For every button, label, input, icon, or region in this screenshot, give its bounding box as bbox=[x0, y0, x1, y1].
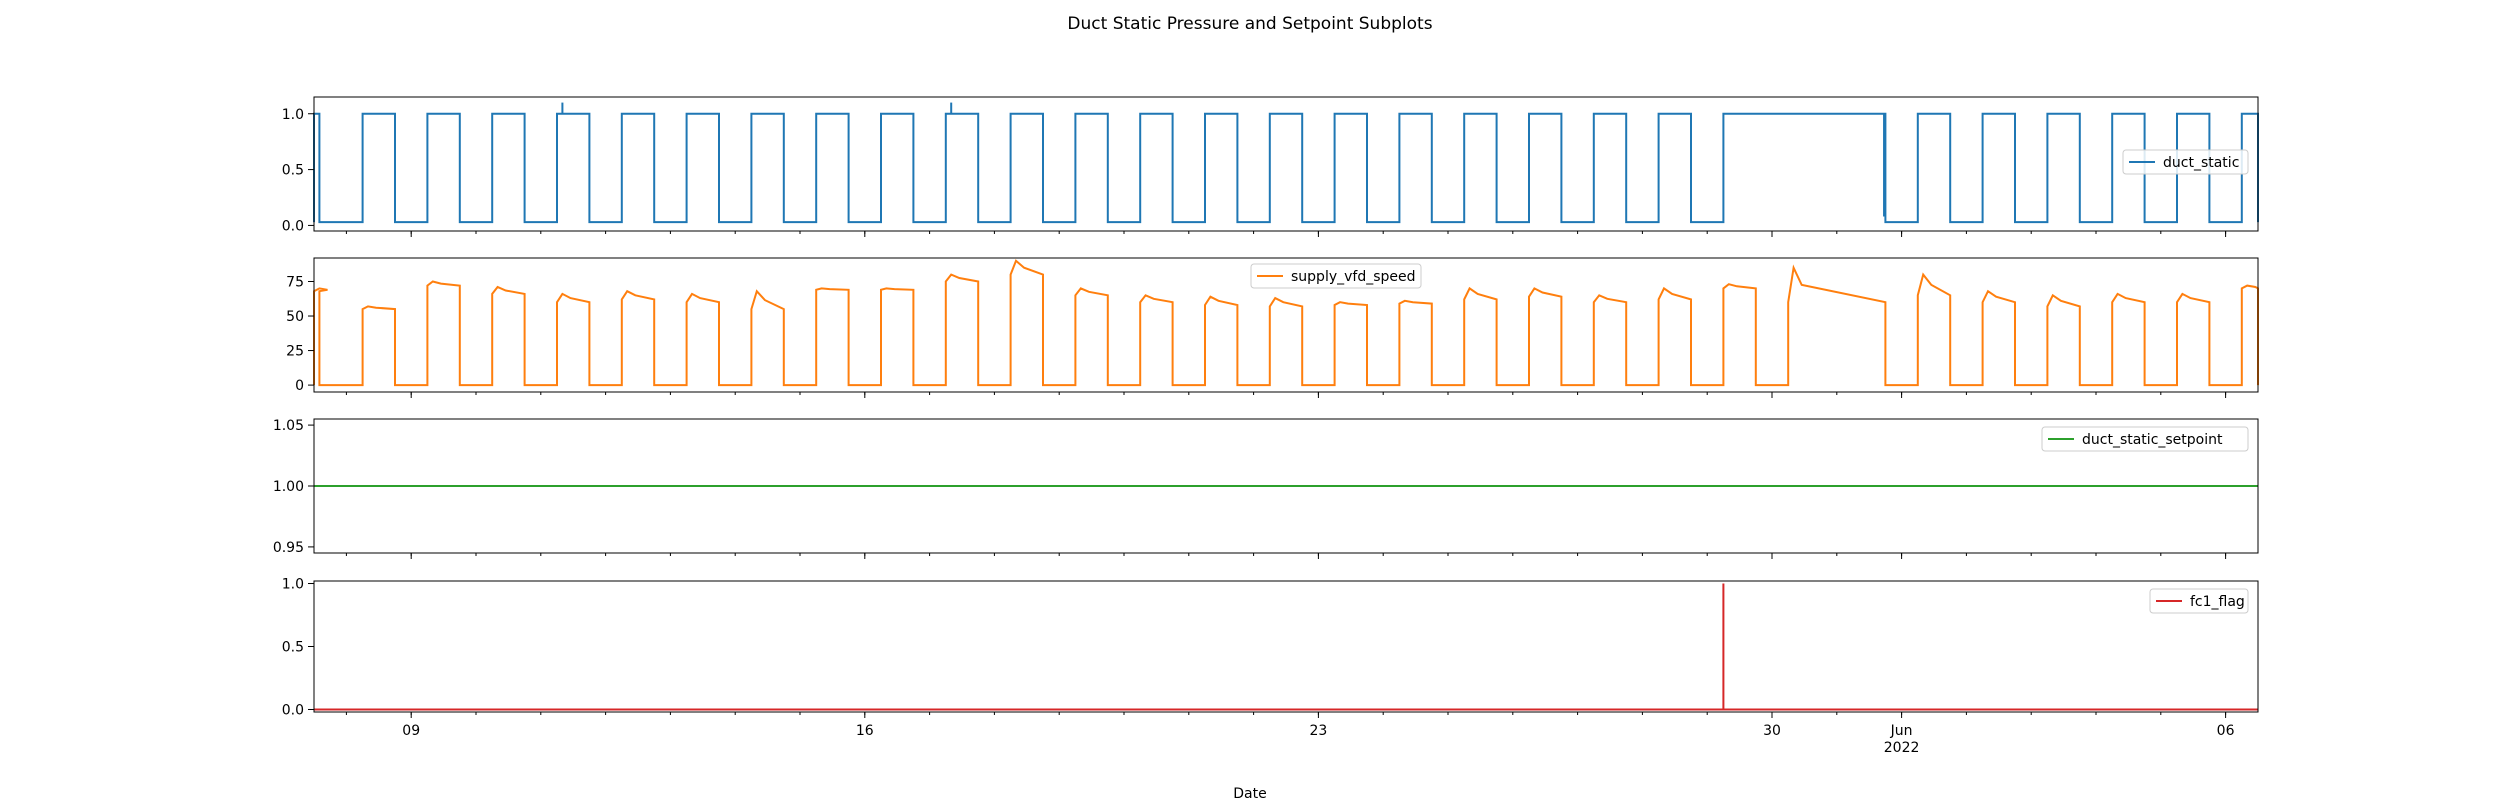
series-line-duct_static bbox=[313, 112, 2259, 224]
subplot-frame bbox=[313, 96, 2259, 232]
y-tick-label: 75 bbox=[286, 274, 304, 290]
x-tick-label: 16 bbox=[856, 723, 874, 739]
x-tick-label: 06 bbox=[2217, 723, 2235, 739]
legend-label: supply_vfd_speed bbox=[1291, 269, 1416, 285]
y-tick-label: 0.95 bbox=[273, 540, 304, 556]
y-tick-label: 0.0 bbox=[282, 218, 304, 234]
y-tick-label: 1.0 bbox=[282, 577, 304, 593]
legend-label: duct_static bbox=[2163, 155, 2239, 171]
legend-box bbox=[2122, 149, 2249, 175]
x-tick-label: 09 bbox=[402, 723, 420, 739]
subplot-1: 0.0 0.5 1.0 duct_static bbox=[282, 96, 2259, 237]
x-tick-sublabel: 2022 bbox=[1884, 740, 1920, 756]
y-tick-label: 1.05 bbox=[273, 418, 304, 434]
subplot-3: 0.95 1.00 1.05 duct_static_setpoint bbox=[273, 418, 2259, 559]
figure-title: Duct Static Pressure and Setpoint Subplo… bbox=[1067, 14, 1432, 34]
x-axis-label: Date bbox=[1233, 786, 1266, 800]
y-tick-label: 0.5 bbox=[282, 163, 304, 179]
x-tick-label: 30 bbox=[1763, 723, 1781, 739]
y-tick-label: 1.0 bbox=[282, 107, 304, 123]
subplot-frame bbox=[313, 257, 2259, 393]
subplots: 0.0 0.5 1.0 duct_static 0 25 50 75 supply_vfd_sp… bbox=[273, 96, 2259, 756]
y-tick-label: 0.5 bbox=[282, 640, 304, 656]
subplot-2: 0 25 50 75 supply_vfd_speed bbox=[286, 257, 2259, 398]
legend-box bbox=[2041, 426, 2249, 452]
legend-label: fc1_flag bbox=[2190, 594, 2245, 610]
legend-label: duct_static_setpoint bbox=[2082, 432, 2223, 448]
y-tick-label: 0 bbox=[295, 378, 304, 394]
y-tick-label: 25 bbox=[286, 344, 304, 360]
x-tick-label: Jun bbox=[1890, 723, 1913, 739]
y-tick-label: 0.0 bbox=[282, 702, 304, 718]
legend-box bbox=[1250, 263, 1422, 289]
y-tick-label: 50 bbox=[286, 309, 304, 325]
x-tick-label: 23 bbox=[1309, 723, 1327, 739]
legend-box bbox=[2149, 588, 2249, 614]
series-line-supply_vfd_speed bbox=[313, 259, 2259, 387]
y-tick-label: 1.00 bbox=[273, 479, 304, 495]
